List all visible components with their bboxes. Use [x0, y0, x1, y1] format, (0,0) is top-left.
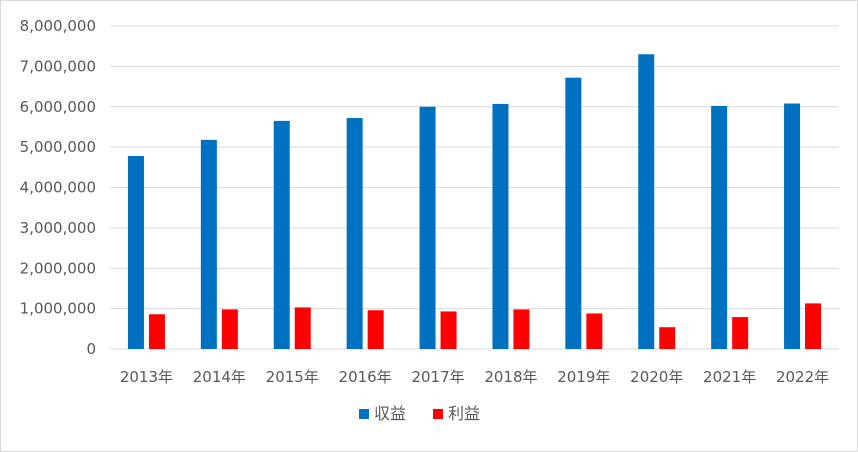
bar-profit[interactable]	[586, 313, 603, 349]
bars	[127, 54, 822, 350]
bar-profit[interactable]	[805, 303, 822, 349]
y-tick-label: 8,000,000	[20, 17, 96, 35]
bar-revenue[interactable]	[346, 118, 363, 350]
x-tick-label: 2015年	[266, 368, 319, 386]
x-tick-label: 2014年	[193, 368, 246, 386]
x-tick-label: 2016年	[339, 368, 392, 386]
legend-swatch	[359, 409, 369, 419]
legend-label: 収益	[374, 404, 406, 423]
y-tick-label: 5,000,000	[20, 138, 96, 156]
x-tick-label: 2020年	[630, 368, 683, 386]
legend-swatch	[433, 409, 443, 419]
x-tick-label: 2021年	[703, 368, 756, 386]
bar-revenue[interactable]	[273, 120, 290, 349]
y-tick-label: 6,000,000	[20, 98, 96, 116]
y-tick-label: 4,000,000	[20, 179, 96, 197]
x-tick-label: 2017年	[411, 368, 464, 386]
legend-label: 利益	[448, 404, 480, 423]
bar-revenue[interactable]	[419, 106, 436, 349]
y-tick-label: 7,000,000	[20, 57, 96, 75]
bar-revenue[interactable]	[565, 77, 582, 350]
bar-revenue[interactable]	[711, 105, 728, 349]
y-tick-label: 0	[86, 340, 96, 358]
y-axis-ticks: 0 1,000,000 2,000,000 3,000,000 4,000,000 5,0…	[20, 17, 96, 358]
bar-profit[interactable]	[367, 310, 384, 349]
bar-revenue[interactable]	[492, 103, 509, 349]
bar-profit[interactable]	[221, 309, 238, 349]
bar-revenue[interactable]	[127, 156, 144, 349]
bar-revenue[interactable]	[638, 54, 655, 349]
x-tick-label: 2018年	[484, 368, 537, 386]
x-tick-label: 2013年	[120, 368, 173, 386]
bar-profit[interactable]	[148, 314, 165, 349]
gridlines	[110, 25, 839, 350]
x-tick-label: 2022年	[776, 368, 829, 386]
legend: 収益 利益	[359, 404, 480, 423]
bar-profit[interactable]	[440, 311, 457, 349]
x-tick-label: 2019年	[557, 368, 610, 386]
bar-profit[interactable]	[294, 307, 311, 349]
y-tick-label: 2,000,000	[20, 259, 96, 277]
bar-profit[interactable]	[513, 309, 530, 349]
y-tick-label: 1,000,000	[20, 300, 96, 318]
bar-profit[interactable]	[732, 317, 749, 349]
y-tick-label: 3,000,000	[20, 219, 96, 237]
bar-revenue[interactable]	[200, 139, 217, 349]
bar-profit[interactable]	[659, 327, 676, 349]
x-axis-ticks: 2013年 2014年 2015年 2016年 2017年 2018年 2019年 2020年…	[120, 368, 829, 386]
bar-revenue[interactable]	[784, 103, 801, 350]
